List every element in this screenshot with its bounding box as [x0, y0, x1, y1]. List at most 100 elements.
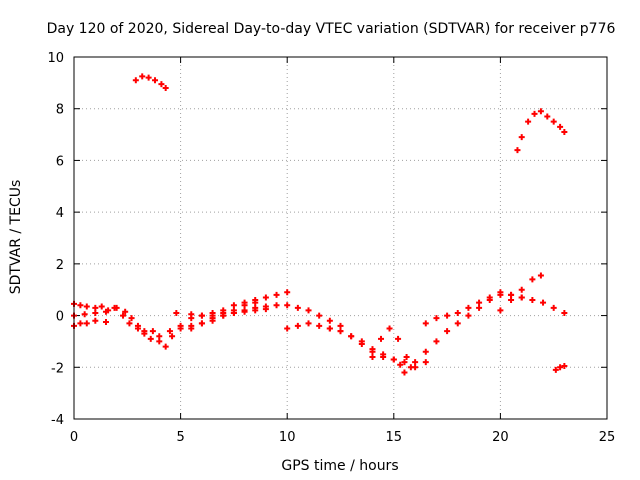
data-point — [540, 299, 547, 306]
data-point — [147, 335, 154, 342]
series-arc-low-5 — [162, 289, 291, 350]
data-point — [305, 320, 312, 327]
data-point — [126, 320, 133, 327]
data-point — [294, 304, 301, 311]
data-point — [518, 294, 525, 301]
data-point — [92, 304, 99, 311]
data-point — [326, 317, 333, 324]
data-point — [158, 81, 165, 88]
data-point — [544, 113, 551, 120]
data-point — [476, 304, 483, 311]
data-point — [241, 308, 248, 315]
data-point — [390, 356, 397, 363]
data-point — [149, 328, 156, 335]
data-point — [111, 304, 118, 311]
data-point — [401, 359, 408, 366]
x-tick-label: 25 — [599, 430, 616, 445]
data-point — [537, 108, 544, 115]
series-arc-low-8 — [173, 306, 269, 319]
data-point — [284, 302, 291, 309]
data-point — [550, 304, 557, 311]
data-point — [262, 306, 269, 313]
data-point — [316, 312, 323, 319]
data-point — [412, 359, 419, 366]
data-point — [518, 134, 525, 141]
series-arc-low-11 — [369, 325, 429, 371]
data-point — [132, 77, 139, 84]
data-point — [156, 338, 163, 345]
data-point — [537, 272, 544, 279]
data-point — [230, 302, 237, 309]
data-point — [145, 74, 152, 81]
data-point — [262, 294, 269, 301]
x-tick-label: 20 — [492, 430, 509, 445]
data-point — [529, 297, 536, 304]
y-tick-label: 2 — [56, 258, 64, 273]
y-tick-label: 10 — [47, 51, 64, 66]
data-point — [454, 309, 461, 316]
data-point — [169, 333, 176, 340]
series-arc-high-late — [514, 108, 568, 154]
data-point — [98, 303, 105, 310]
data-point — [444, 312, 451, 319]
data-point — [486, 294, 493, 301]
data-point — [531, 110, 538, 117]
data-point — [508, 297, 515, 304]
data-point — [465, 312, 472, 319]
series-arc-low-14 — [497, 272, 544, 314]
x-axis-label: GPS time / hours — [281, 458, 398, 474]
y-tick-label: 8 — [56, 103, 64, 118]
data-point — [166, 328, 173, 335]
data-point — [561, 362, 568, 369]
data-point — [92, 309, 99, 316]
data-point — [162, 343, 169, 350]
data-point — [220, 309, 227, 316]
series-arc-low-3 — [71, 308, 109, 319]
y-tick-label: 0 — [56, 310, 64, 325]
data-point — [77, 302, 84, 309]
data-point — [198, 320, 205, 327]
series-arc-low-9 — [284, 320, 414, 371]
x-tick-label: 10 — [279, 430, 296, 445]
data-point — [412, 364, 419, 371]
data-point — [152, 77, 159, 84]
axis-ticks: 0 5 10 15 20 25 -4 -2 0 2 4 6 8 10 — [47, 51, 615, 445]
data-point — [122, 308, 129, 315]
data-point — [552, 366, 559, 373]
data-point — [514, 147, 521, 154]
data-point — [518, 286, 525, 293]
data-point — [83, 320, 90, 327]
data-point — [173, 309, 180, 316]
data-point — [83, 303, 90, 310]
data-point — [476, 299, 483, 306]
data-point — [369, 353, 376, 360]
series-arc-low-10 — [326, 325, 404, 368]
data-point — [465, 304, 472, 311]
data-point — [316, 322, 323, 329]
y-tick-label: 4 — [56, 206, 64, 221]
data-point — [557, 364, 564, 371]
data-point — [198, 312, 205, 319]
data-point — [252, 307, 259, 314]
data-point — [550, 118, 557, 125]
grid — [74, 57, 607, 419]
data-point — [561, 309, 568, 316]
data-point — [273, 302, 280, 309]
data-point — [139, 73, 146, 80]
series-arc-low-15 — [552, 362, 568, 373]
data-point — [561, 128, 568, 135]
data-point — [209, 312, 216, 319]
y-tick-label: -2 — [51, 361, 64, 376]
data-point — [422, 320, 429, 327]
data-point — [188, 325, 195, 332]
data-point — [557, 123, 564, 130]
data-point — [102, 319, 109, 326]
x-tick-label: 5 — [176, 430, 184, 445]
data-point — [81, 311, 88, 318]
data-point — [92, 317, 99, 324]
data-point — [134, 325, 141, 332]
data-point — [348, 333, 355, 340]
data-point — [422, 359, 429, 366]
y-tick-label: 6 — [56, 154, 64, 169]
data-point — [284, 325, 291, 332]
